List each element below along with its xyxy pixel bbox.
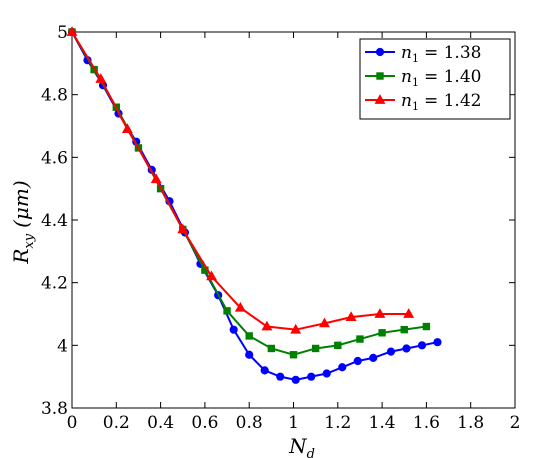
data-point bbox=[422, 322, 431, 331]
x-tick-label: 1 bbox=[288, 413, 299, 433]
x-tick-label: 1.8 bbox=[457, 413, 484, 433]
y-tick-label: 4.2 bbox=[41, 274, 68, 294]
data-point bbox=[245, 332, 253, 340]
data-point bbox=[386, 347, 396, 356]
data-point bbox=[356, 335, 364, 343]
data-point bbox=[334, 341, 342, 350]
y-tick-label: 3.8 bbox=[41, 399, 68, 419]
x-tick-label: 1.6 bbox=[413, 413, 440, 433]
x-tick-label: 0.6 bbox=[191, 413, 218, 433]
data-point bbox=[403, 308, 415, 318]
data-point bbox=[223, 307, 231, 315]
data-point bbox=[121, 123, 133, 134]
y-tick-label: 5 bbox=[57, 23, 68, 43]
data-point bbox=[307, 372, 316, 381]
x-tick-label: 0.8 bbox=[236, 413, 263, 433]
series-line bbox=[71, 31, 409, 331]
x-axis-label: Nd bbox=[288, 434, 315, 458]
data-point bbox=[245, 350, 254, 359]
legend-entry: n1 = 1.40 bbox=[365, 67, 481, 89]
data-point bbox=[402, 344, 411, 353]
legend-label: n1 = 1.38 bbox=[401, 43, 481, 65]
legend-label: n1 = 1.42 bbox=[401, 91, 481, 113]
data-point bbox=[267, 344, 276, 353]
x-tick-label: 0 bbox=[67, 413, 78, 433]
data-point bbox=[369, 353, 378, 362]
data-point bbox=[290, 323, 302, 334]
y-axis-label: Rxy(μm) bbox=[9, 180, 37, 264]
x-axis: 0 0.2 0.4 0.6 0.8 1 1.2 1.4 1.6 1.8 2 bbox=[67, 32, 521, 433]
legend-label: n1 = 1.40 bbox=[401, 67, 481, 89]
series-3 bbox=[66, 26, 415, 334]
x-tick-label: 2 bbox=[510, 413, 521, 433]
y-axis: 3.8 4 4.2 4.4 4.6 4.8 5 bbox=[41, 23, 515, 419]
data-point bbox=[66, 26, 78, 36]
data-point bbox=[261, 320, 273, 331]
data-point bbox=[234, 301, 246, 312]
data-point bbox=[311, 344, 320, 353]
y-tick-label: 4.8 bbox=[41, 86, 68, 106]
y-tick-label: 4 bbox=[57, 336, 68, 356]
y-tick-label: 4.6 bbox=[41, 148, 68, 168]
data-point bbox=[374, 308, 386, 318]
data-point bbox=[260, 366, 269, 375]
series-layer bbox=[66, 26, 442, 384]
data-point bbox=[375, 47, 385, 57]
data-point bbox=[291, 375, 300, 384]
data-point bbox=[177, 223, 189, 234]
data-point bbox=[374, 94, 386, 104]
data-point bbox=[322, 369, 331, 378]
data-point bbox=[276, 372, 285, 381]
data-point bbox=[433, 338, 442, 347]
data-point bbox=[206, 270, 217, 281]
data-point bbox=[400, 325, 408, 334]
data-point bbox=[378, 329, 386, 337]
data-point bbox=[95, 73, 107, 83]
legend-entry: n1 = 1.38 bbox=[365, 43, 481, 65]
x-tick-label: 0.4 bbox=[147, 413, 174, 433]
x-tick-label: 0.2 bbox=[103, 413, 130, 433]
data-point bbox=[345, 311, 357, 322]
data-point bbox=[376, 72, 384, 80]
x-tick-label: 1.4 bbox=[369, 413, 396, 433]
data-point bbox=[150, 173, 162, 184]
data-point bbox=[319, 317, 330, 328]
x-tick-label: 1.2 bbox=[324, 413, 351, 433]
data-point bbox=[289, 351, 298, 359]
y-tick-label: 4.4 bbox=[41, 211, 68, 231]
data-point bbox=[353, 356, 362, 366]
legend-entry: n1 = 1.42 bbox=[365, 91, 481, 113]
data-point bbox=[229, 325, 238, 334]
data-point bbox=[417, 341, 427, 350]
data-point bbox=[338, 363, 347, 372]
